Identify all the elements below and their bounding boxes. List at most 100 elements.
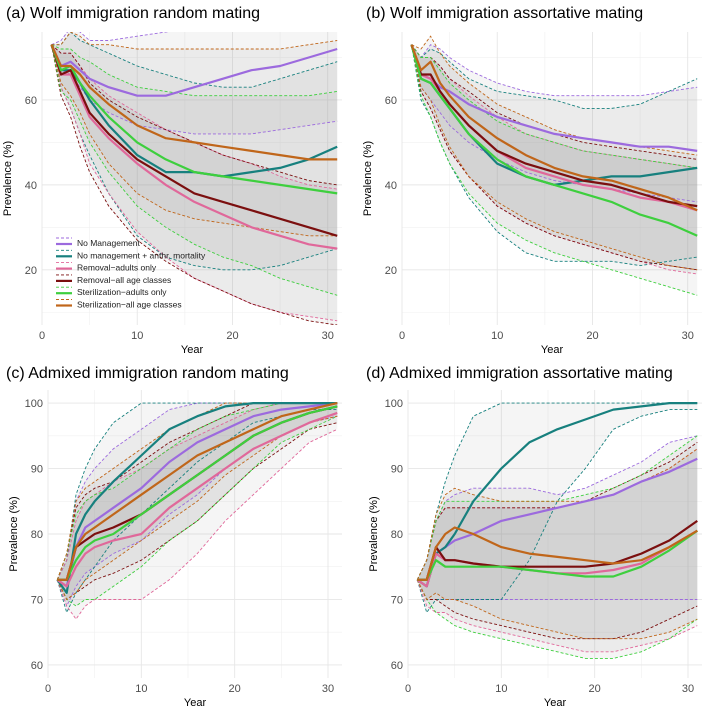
- y-tick-label: 60: [25, 95, 37, 107]
- y-tick-label: 70: [31, 594, 43, 606]
- x-axis-label: Year: [184, 697, 207, 709]
- mean-line-Sterilization−adults only: [57, 405, 338, 581]
- mean-line-Sterilization−all age classes: [410, 44, 698, 212]
- y-tick-label: 20: [385, 265, 397, 277]
- chart-title: (b) Wolf immigration assortative mating: [366, 5, 643, 22]
- legend-label: No management + anthr. mortality: [77, 250, 206, 260]
- x-tick-label: 20: [589, 683, 601, 695]
- band-Sterilization−adults only: [411, 44, 698, 296]
- x-tick-label: 10: [135, 683, 147, 695]
- chart-c-svg: 0 10 20 30 60 70 80 90 100 Year Prevalence (%) (c) …: [6, 365, 342, 709]
- lower-bound-Removal−all age classes: [56, 422, 338, 601]
- band-Sterilization−all age classes: [411, 36, 698, 270]
- y-tick-label: 40: [385, 180, 397, 192]
- x-tick-label: 0: [405, 683, 411, 695]
- upper-bound-Sterilization−adults only: [411, 44, 698, 169]
- y-axis-label: Prevalence (%): [8, 496, 20, 571]
- chart-b-svg: 0 10 20 30 20 40 60 Year Prevalence (%) (b) Wolf …: [362, 5, 702, 356]
- mean-line-No management + anthr. mortality: [56, 401, 338, 594]
- y-tick-label: 80: [31, 529, 43, 541]
- mean-line-Sterilization−all age classes: [57, 402, 338, 581]
- y-tick-label: 80: [391, 529, 403, 541]
- x-tick-label: 0: [399, 330, 405, 342]
- chart-a-svg: 0 10 20 30 20 40 60 Year Prevalence (%) (a) Wolf …: [2, 5, 342, 356]
- band-Removal−adults only: [57, 403, 338, 620]
- y-tick-label: 100: [25, 398, 43, 410]
- lower-bound-Sterilization−adults only: [51, 44, 338, 296]
- upper-bound-No management + anthr. mortality: [56, 402, 338, 580]
- lower-bound-Removal−adults only: [416, 579, 698, 653]
- chart-title: (d) Admixed immigration assortative mati…: [366, 365, 673, 382]
- panel-c: 0 10 20 30 60 70 80 90 100 Year Prevalence (%) (c) …: [0, 360, 360, 720]
- x-tick-label: 30: [322, 330, 334, 342]
- plot-area-b: [410, 35, 698, 296]
- upper-bound-No management + anthr. mortality: [411, 44, 698, 109]
- lower-bound-Sterilization−all age classes: [416, 579, 698, 640]
- y-axis-label: Prevalence (%): [2, 141, 14, 216]
- mean-line-Sterilization−all age classes: [50, 44, 338, 161]
- upper-bound-Sterilization−all age classes: [416, 448, 698, 580]
- x-tick-label: 0: [45, 683, 51, 695]
- upper-bound-Removal−all age classes: [51, 44, 338, 186]
- x-tick-label: 30: [682, 683, 694, 695]
- upper-bound-No management + anthr. mortality: [51, 32, 338, 88]
- legend-item: Removal−adults only: [56, 262, 157, 273]
- upper-bound-Sterilization−adults only: [416, 435, 698, 580]
- lower-bound-Removal−all age classes: [411, 44, 698, 271]
- x-tick-label: 10: [495, 683, 507, 695]
- lower-bound-Removal−adults only: [56, 428, 338, 620]
- x-axis-label: Year: [541, 344, 564, 356]
- legend: No Management No management + anthr. mort…: [56, 237, 206, 310]
- y-tick-label: 20: [25, 265, 37, 277]
- x-axis-label: Year: [544, 697, 567, 709]
- mean-line-No management + anthr. mortality: [416, 401, 698, 588]
- band-No management + anthr. mortality: [411, 44, 698, 266]
- y-axis-label: Prevalence (%): [368, 496, 380, 571]
- x-tick-label: 20: [586, 330, 598, 342]
- lower-bound-Removal−all age classes: [51, 44, 338, 325]
- band-No management + anthr. mortality: [57, 403, 338, 613]
- legend-item: No Management: [56, 237, 140, 248]
- band-Removal−adults only: [411, 44, 698, 275]
- legend-label: Sterilization−all age classes: [77, 300, 182, 310]
- x-axis-label: Year: [181, 344, 204, 356]
- x-tick-label: 20: [226, 330, 238, 342]
- band-Removal−all age classes: [417, 442, 698, 639]
- upper-bound-Sterilization−all age classes: [51, 32, 338, 50]
- legend-label: Removal−adults only: [77, 263, 157, 273]
- lower-bound-Sterilization−all age classes: [411, 44, 698, 271]
- y-axis-label: Prevalence (%): [362, 141, 374, 216]
- legend-label: Sterilization−adults only: [77, 287, 167, 297]
- legend-label: Removal−all age classes: [77, 275, 171, 285]
- mean-line-Removal−adults only: [410, 44, 698, 212]
- upper-bound-No Management: [51, 32, 169, 46]
- band-Sterilization−adults only: [417, 435, 698, 659]
- lower-bound-Sterilization−all age classes: [51, 44, 338, 237]
- upper-bound-No management + anthr. mortality: [416, 402, 698, 580]
- band-Sterilization−adults only: [57, 403, 338, 606]
- panel-d: 0 10 20 30 60 70 80 90 100 Year Prevalence (%) (d) …: [360, 360, 720, 720]
- x-tick-label: 30: [682, 330, 694, 342]
- upper-bound-Removal−all age classes: [416, 442, 698, 580]
- band-Sterilization−all age classes: [417, 448, 698, 639]
- x-tick-label: 10: [131, 330, 143, 342]
- plot-area-d: [416, 401, 698, 659]
- legend-label: No Management: [77, 238, 140, 248]
- x-tick-label: 0: [39, 330, 45, 342]
- x-tick-label: 20: [229, 683, 241, 695]
- y-tick-label: 90: [391, 464, 403, 476]
- y-tick-label: 40: [25, 180, 37, 192]
- y-tick-label: 100: [385, 398, 403, 410]
- band-Removal−all age classes: [411, 44, 698, 270]
- plot-area-a: [50, 32, 338, 325]
- lower-bound-No management + anthr. mortality: [411, 44, 698, 267]
- legend-item: No management + anthr. mortality: [56, 249, 206, 260]
- y-tick-label: 60: [385, 95, 397, 107]
- panel-b: 0 10 20 30 20 40 60 Year Prevalence (%) (b) Wolf …: [360, 0, 720, 360]
- chart-title: (c) Admixed immigration random mating: [6, 365, 289, 382]
- x-tick-label: 30: [322, 683, 334, 695]
- lower-bound-No management + anthr. mortality: [416, 409, 698, 614]
- lower-bound-Sterilization−adults only: [416, 579, 698, 659]
- mean-line-Removal−adults only: [50, 44, 338, 250]
- band-No Management: [411, 44, 698, 202]
